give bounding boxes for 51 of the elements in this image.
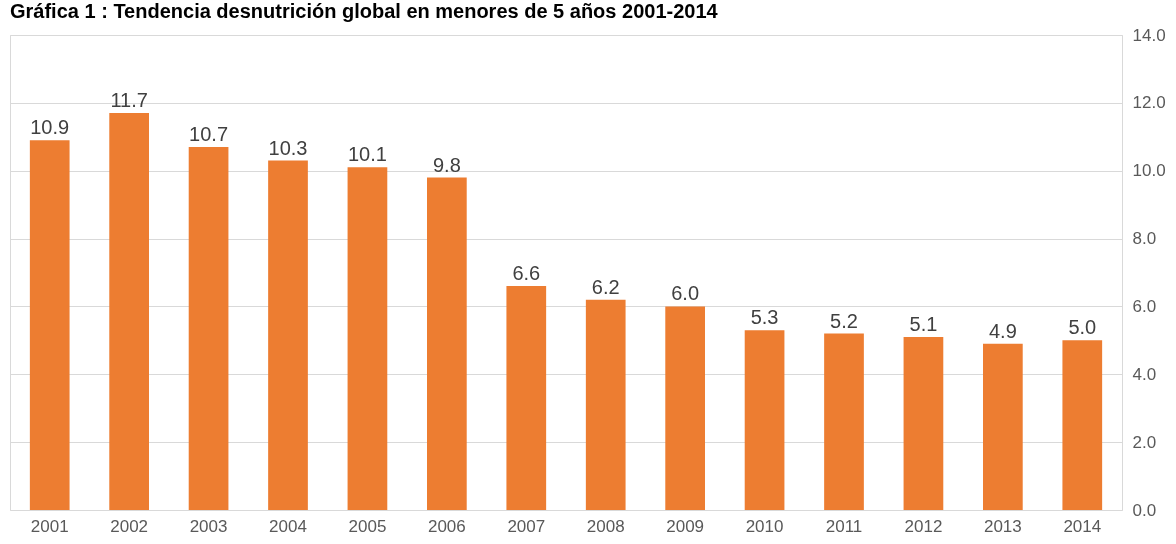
data-label: 10.9 — [30, 116, 70, 139]
x-tick-label: 2011 — [825, 516, 863, 536]
bar — [983, 343, 1023, 510]
x-tick-label: 2004 — [269, 516, 307, 536]
x-tick-label: 2003 — [189, 516, 228, 536]
bar — [347, 167, 388, 510]
data-label: 6.2 — [591, 275, 620, 298]
data-label: 10.3 — [268, 136, 308, 159]
x-tick-label: 2005 — [348, 516, 387, 536]
data-label: 5.3 — [750, 306, 779, 329]
x-tick-label: 2001 — [30, 516, 69, 536]
bar — [29, 140, 70, 510]
data-label: 10.7 — [189, 122, 229, 145]
data-label: 5.1 — [909, 312, 938, 335]
bar — [1062, 340, 1103, 510]
data-label: 5.2 — [830, 309, 858, 332]
bar — [427, 177, 467, 510]
y-tick-label: 14.0 — [1132, 25, 1166, 45]
y-tick-label: 8.0 — [1132, 229, 1157, 249]
x-tick-label: 2006 — [427, 516, 466, 536]
x-tick-label: 2012 — [904, 516, 943, 536]
data-label: 6.6 — [512, 262, 541, 285]
bar — [903, 336, 944, 510]
data-label: 11.7 — [110, 89, 148, 112]
data-label: 9.8 — [432, 153, 461, 176]
x-tick-label: 2014 — [1063, 516, 1102, 536]
x-tick-label: 2010 — [745, 516, 784, 536]
x-tick-label: 2013 — [983, 516, 1022, 536]
bar — [665, 306, 705, 510]
bar — [744, 330, 785, 510]
data-label: 4.9 — [988, 319, 1017, 342]
y-tick-label: 2.0 — [1132, 432, 1157, 452]
bar — [824, 333, 864, 510]
bar — [109, 113, 149, 510]
bar — [188, 146, 229, 510]
x-tick-label: 2002 — [110, 516, 149, 536]
y-tick-label: 10.0 — [1132, 161, 1166, 181]
bar — [585, 299, 626, 510]
chart-title: Gráfica 1 : Tendencia desnutrición global en menores de 5 años 2001-2014 — [10, 0, 719, 22]
x-tick-label: 2009 — [666, 516, 705, 536]
data-label: 6.0 — [671, 282, 700, 305]
y-tick-label: 6.0 — [1132, 296, 1157, 316]
x-tick-label: 2008 — [586, 516, 625, 536]
data-label: 10.1 — [347, 143, 387, 166]
x-tick-label: 2007 — [507, 516, 546, 536]
y-tick-label: 0.0 — [1132, 500, 1157, 520]
data-label: 5.0 — [1068, 316, 1097, 339]
bar — [506, 286, 547, 510]
y-tick-label: 12.0 — [1132, 93, 1166, 113]
bar — [268, 160, 308, 510]
y-tick-label: 4.0 — [1132, 364, 1157, 384]
